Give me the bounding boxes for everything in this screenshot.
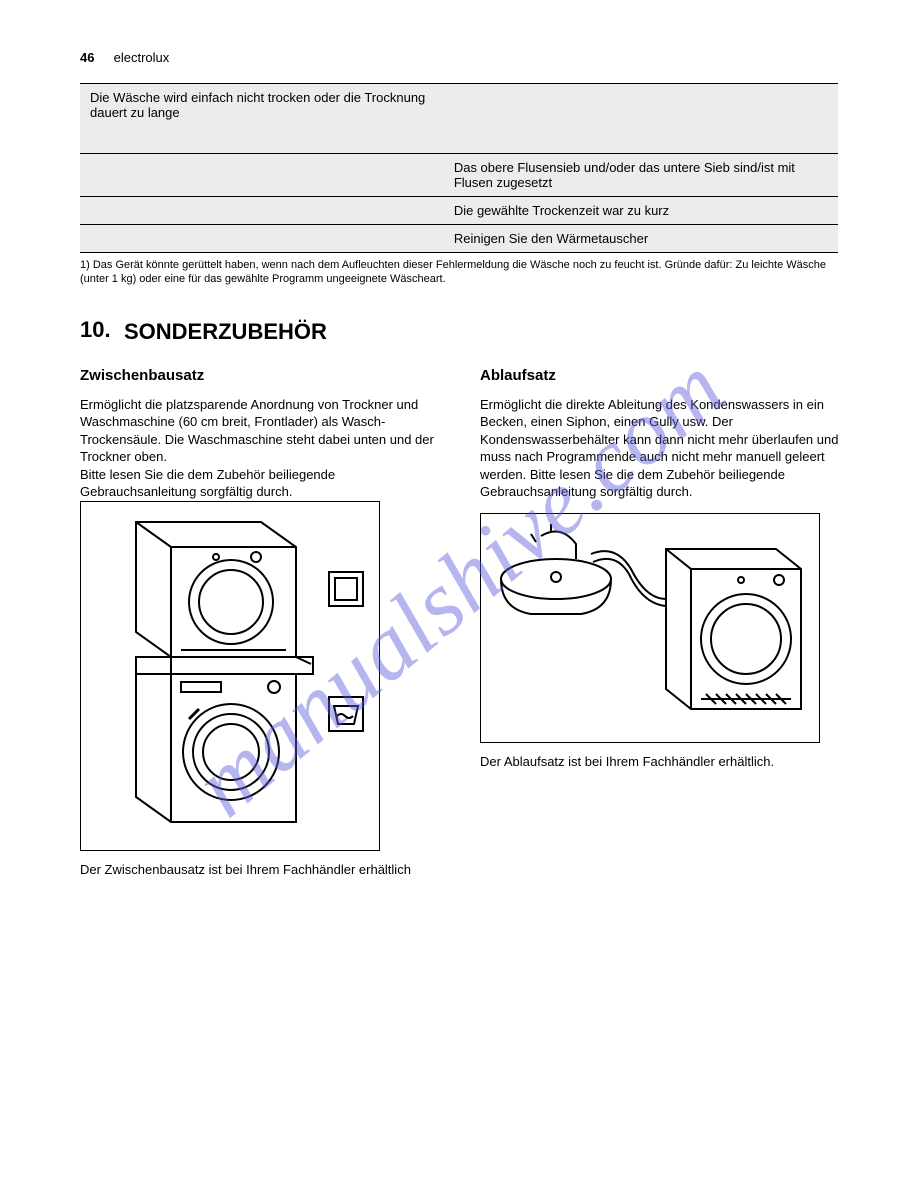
table-row: Die Wäsche wird einfach nicht trocken od… [80,84,838,154]
cell-problem [80,225,444,253]
page-number: 46 [80,50,110,65]
sub2-caption: Der Ablaufsatz ist bei Ihrem Fachhändler… [480,753,840,771]
table-row: Die gewählte Trockenzeit war zu kurz [80,197,838,225]
sub1-title: Zwischenbausatz [80,367,440,384]
sub2-body: Ermöglicht die direkte Ableitung des Kon… [480,396,840,501]
cell-cause: Die gewählte Trockenzeit war zu kurz [444,197,838,225]
sub1-body: Ermöglicht die platzsparende Anordnung v… [80,396,440,501]
cell-cause: Reinigen Sie den Wärmetauscher [444,225,838,253]
troubleshoot-table: Die Wäsche wird einfach nicht trocken od… [80,83,838,253]
cell-problem [80,197,444,225]
sub1-caption: Der Zwischenbausatz ist bei Ihrem Fachhä… [80,861,440,879]
figure-stacking-kit [80,501,380,851]
sub2-title: Ablaufsatz [480,367,840,384]
cell-cause: Das obere Flusensieb und/oder das untere… [444,154,838,197]
figure-drain-kit [480,513,820,743]
table-row: Reinigen Sie den Wärmetauscher [80,225,838,253]
cell-problem [80,154,444,197]
footnote: 1) Das Gerät könnte gerüttelt haben, wen… [80,259,838,287]
cell-cause [444,84,838,154]
page-header: 46 electrolux [80,50,838,65]
section-title: SONDERZUBEHÖR [124,319,838,345]
cell-problem: Die Wäsche wird einfach nicht trocken od… [80,84,444,154]
table-row: Das obere Flusensieb und/oder das untere… [80,154,838,197]
site-name: electrolux [114,50,170,65]
